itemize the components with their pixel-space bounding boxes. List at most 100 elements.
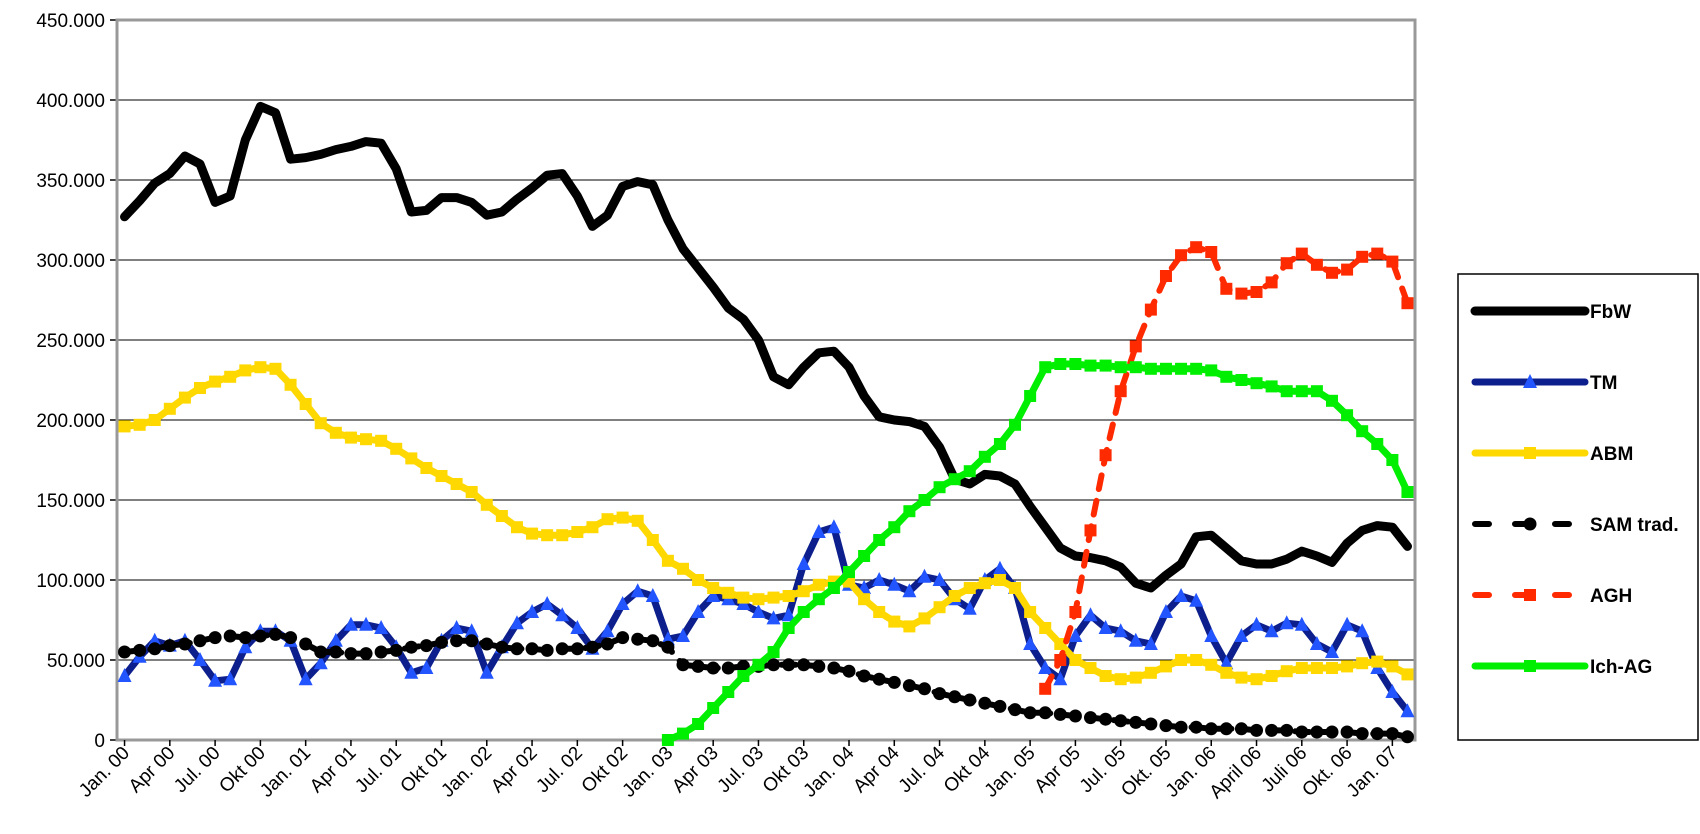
data-point: [284, 631, 298, 645]
data-point: [223, 629, 237, 643]
data-point: [857, 669, 871, 683]
data-point: [555, 607, 570, 622]
data-point: [238, 639, 253, 654]
data-point: [1114, 385, 1127, 398]
data-point: [1250, 673, 1263, 686]
data-point: [328, 632, 343, 647]
data-point: [1385, 727, 1399, 741]
y-tick-label: 250.000: [36, 331, 105, 352]
x-tick-label: Jan. 05: [981, 743, 1040, 802]
data-point: [495, 640, 509, 654]
data-point: [390, 442, 403, 455]
data-point: [419, 660, 434, 674]
data-point: [419, 639, 433, 653]
data-point: [118, 645, 132, 659]
legend-label: AGH: [1590, 586, 1632, 607]
data-point: [329, 645, 343, 659]
data-point: [1054, 358, 1067, 370]
data-point: [224, 370, 237, 383]
data-point: [1129, 715, 1143, 729]
data-point: [1279, 615, 1294, 630]
data-point: [707, 702, 720, 714]
data-point: [450, 634, 464, 648]
data-point: [827, 582, 840, 594]
data-point: [722, 586, 735, 599]
data-point: [178, 391, 191, 404]
data-point: [238, 631, 252, 645]
data-point: [615, 596, 630, 610]
data-point: [420, 462, 433, 474]
data-point: [630, 583, 645, 598]
data-point: [1310, 662, 1323, 674]
data-point: [1159, 719, 1173, 733]
data-point: [1144, 362, 1157, 375]
data-point: [1219, 722, 1233, 736]
data-point: [1129, 361, 1142, 374]
data-point: [751, 604, 766, 618]
x-tick-label: Apr 01: [306, 743, 360, 797]
data-point: [1038, 660, 1053, 674]
data-point: [767, 646, 780, 658]
data-point: [707, 582, 720, 594]
data-point: [480, 498, 493, 511]
data-point: [691, 604, 706, 618]
data-point: [1175, 654, 1188, 666]
data-point: [1250, 377, 1263, 390]
data-point: [661, 734, 674, 746]
data-point: [601, 637, 615, 651]
data-point: [329, 426, 342, 439]
data-point: [1144, 666, 1157, 679]
data-point: [1400, 730, 1414, 744]
series-line: [121, 363, 1411, 683]
data-point: [646, 634, 660, 648]
data-point: [797, 606, 810, 618]
data-point: [298, 671, 313, 686]
data-point: [1340, 616, 1355, 631]
data-point: [1295, 725, 1309, 739]
data-point: [1084, 524, 1097, 537]
data-point: [389, 643, 403, 657]
data-point: [903, 620, 916, 633]
data-point: [1371, 655, 1384, 668]
data-point: [933, 601, 946, 614]
data-point: [1099, 670, 1112, 682]
data-point: [811, 524, 826, 538]
x-tick-label: Jan. 04: [800, 742, 859, 801]
data-point: [993, 699, 1007, 713]
data-point: [858, 550, 871, 562]
data-point: [253, 629, 267, 643]
data-point: [1371, 247, 1384, 260]
data-point: [1039, 361, 1052, 374]
data-point: [1250, 723, 1264, 737]
data-point: [193, 634, 207, 648]
data-point: [1113, 623, 1128, 638]
data-point: [1324, 644, 1339, 658]
data-point: [1158, 604, 1173, 618]
data-point: [540, 596, 555, 610]
data-point: [752, 658, 765, 671]
data-point: [1053, 671, 1068, 686]
data-point: [1280, 665, 1293, 678]
data-point: [1341, 263, 1354, 276]
data-point: [1325, 662, 1338, 674]
data-point: [1265, 380, 1278, 393]
data-point: [479, 664, 494, 679]
data-point: [1370, 727, 1384, 741]
data-point: [1401, 668, 1414, 681]
data-point: [1386, 660, 1399, 673]
data-point: [284, 378, 297, 391]
data-point: [1069, 654, 1082, 666]
data-point: [993, 438, 1006, 450]
data-point: [1356, 250, 1369, 263]
data-point: [313, 655, 328, 670]
x-tick-label: Jul. 02: [532, 743, 586, 797]
data-point: [1128, 632, 1143, 647]
data-point: [1265, 670, 1278, 682]
legend-label: SAM trad.: [1590, 515, 1679, 536]
data-point: [918, 494, 931, 506]
data-point: [782, 622, 795, 634]
data-point: [404, 664, 419, 679]
data-point: [1023, 636, 1038, 650]
